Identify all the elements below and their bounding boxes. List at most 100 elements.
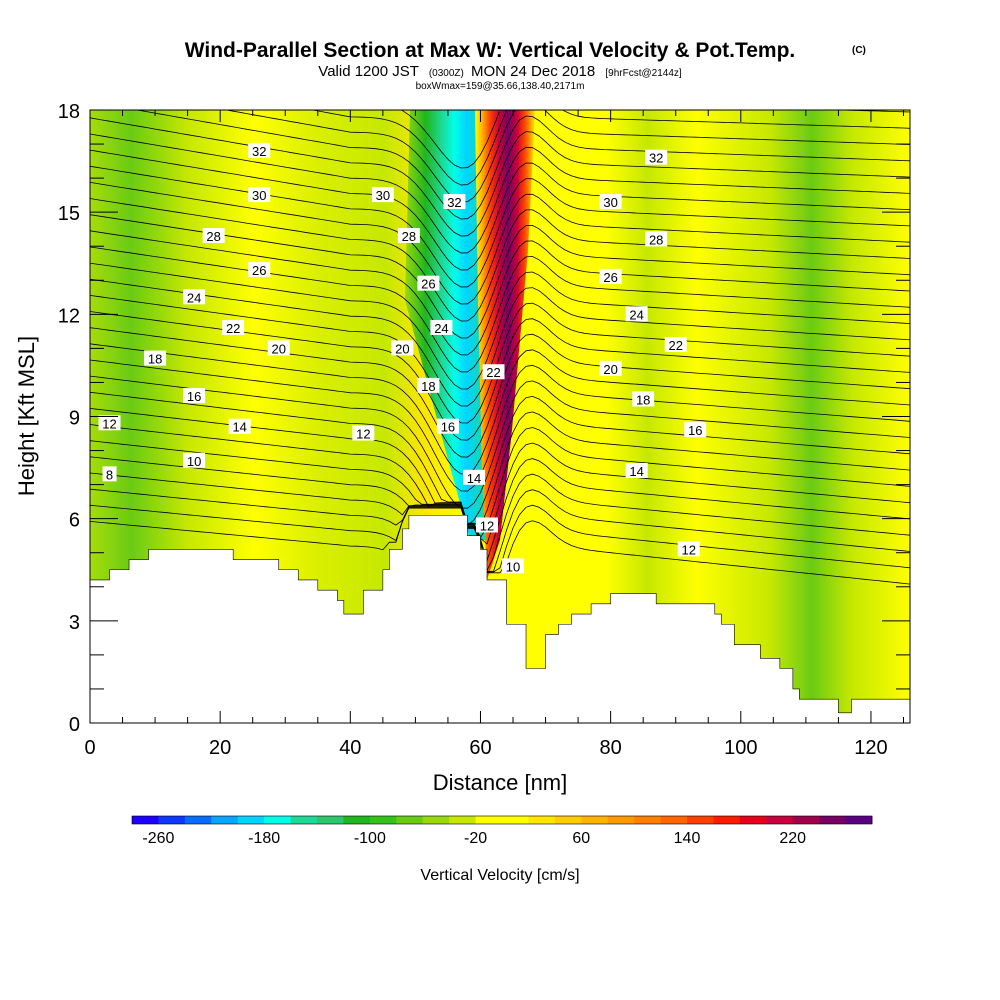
contour-label-background [202,228,225,244]
contour-label-background [599,268,622,284]
contour-label-background [352,425,375,441]
contour-label: 28 [397,228,420,244]
contour-label-text: 8 [106,467,113,482]
colorbar-swatch [687,816,714,824]
contour-label-background [599,193,622,209]
contour-label-text: 30 [603,195,617,210]
contour-label-text: 12 [102,416,116,431]
contour-label-background [482,364,505,380]
contour-label-text: 22 [226,321,240,336]
colorbar-tick-label: -260 [142,830,174,847]
contour-label-text: 24 [629,307,643,322]
contour-label-text: 18 [148,352,162,367]
contour-label-background [397,228,420,244]
contour-label: 18 [417,377,440,394]
contour-label-background [443,193,466,209]
isentrope-line [90,359,910,492]
x-tick-label: 120 [854,737,887,759]
contour-label: 12 [475,517,498,533]
y-tick-label: 0 [69,714,80,736]
contour-label-background [248,142,271,158]
contour-label: 32 [443,193,466,210]
contour-label-text: 12 [480,518,494,533]
contour-label-background [417,275,440,291]
contour-label-background [102,466,117,482]
isentrope-line [90,149,910,271]
x-tick-label: 60 [469,737,491,759]
terrain [90,514,910,723]
isentrope-line [90,165,910,288]
isentrope-line [90,133,910,254]
colorbar-swatch [554,816,582,824]
contour-label: 12 [98,415,121,431]
subtitle-valid-time: Valid 1200 JST [318,63,418,80]
colorbar-title: Vertical Velocity [cm/s] [420,867,579,884]
contour-label: 18 [632,391,655,407]
contour-label-text: 10 [187,454,201,469]
potential-temperature-contours [90,110,910,585]
colorbar-swatch [739,816,767,824]
colorbar-swatch [607,816,635,824]
contour-label-background [664,336,687,352]
isentrope-line [90,424,910,539]
contour-label-background [391,340,414,356]
updraft-region [475,110,535,580]
contour-label-text: 20 [271,341,285,356]
colorbar-swatch [396,816,424,824]
contour-label: 12 [352,425,375,442]
isentrope-line [90,214,910,339]
contour-label: 18 [144,350,167,367]
isentrope-line [90,295,910,424]
contour-label-background [430,319,453,335]
colorbar-swatch [422,816,450,824]
contour-label-text: 26 [421,277,435,292]
contour-label: 24 [625,306,648,322]
contour-label-text: 28 [206,229,220,244]
contour-label-text: 14 [232,420,246,435]
contour-label-background [267,340,290,356]
contour-label: 20 [267,340,290,356]
chart-subtitle: Valid 1200 JST (0300Z) MON 24 Dec 2018 [… [318,63,682,80]
contour-label: 20 [599,360,622,377]
contour-label: 22 [482,364,505,380]
colorbar-swatch [290,816,318,824]
subtitle-box-wmax: boxWmax=159@35.66,138.40,2171m [416,81,585,92]
contour-label-background [684,422,707,438]
copyright-mark: (C) [852,45,866,56]
contour-label: 30 [371,187,394,203]
isentrope-line [90,343,910,475]
colorbar-swatch [184,816,212,824]
contour-label-background [371,187,394,203]
isentrope-line [90,408,910,527]
colorbar-swatch [317,816,344,824]
contour-label-text: 24 [187,290,201,305]
contour-label: 30 [248,187,271,203]
colorbar-swatch [819,816,846,824]
contour-label: 14 [625,462,648,479]
contour-label-text: 32 [649,151,663,166]
contour-label-text: 14 [467,471,481,486]
subtitle-forecast: [9hrFcst@2144z] [605,68,682,79]
contour-label-background [228,418,251,434]
contour-label-background [625,462,648,478]
contour-label-background [599,360,622,376]
contour-label-text: 30 [252,188,266,203]
colorbar-tick-label: 140 [674,830,701,847]
y-tick-label: 9 [69,408,80,430]
contour-label-background [183,388,206,404]
contour-label-background [222,319,245,335]
isentrope-line [90,198,910,322]
contour-labels: 32 30 28 26 24 22 20 18 16 14 12 10 8 30 28 26 24 20 18 16 1… [98,142,707,574]
colorbar-swatch [660,816,688,824]
isentrope-line [90,488,910,572]
contour-label-text: 28 [402,229,416,244]
isentrope-line [90,375,910,509]
colorbar-tick-label: 220 [779,830,806,847]
y-tick-label: 15 [58,203,80,225]
colorbar-frame [131,815,873,825]
contour-label-background [183,452,206,468]
contour-label-text: 18 [636,392,650,407]
contour-label-text: 20 [603,362,617,377]
y-axis: 0 3 6 9 12 15 18 [58,101,910,736]
